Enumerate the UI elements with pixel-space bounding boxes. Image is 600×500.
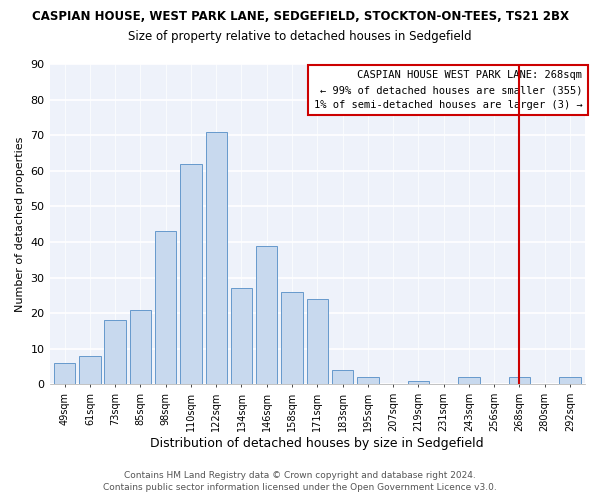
Bar xyxy=(407,381,429,384)
Text: CASPIAN HOUSE WEST PARK LANE: 268sqm
← 99% of detached houses are smaller (355)
: CASPIAN HOUSE WEST PARK LANE: 268sqm ← 9… xyxy=(314,70,583,110)
Bar xyxy=(509,378,530,384)
Bar xyxy=(281,292,303,384)
Bar xyxy=(231,288,252,384)
Bar xyxy=(180,164,202,384)
Bar xyxy=(155,232,176,384)
Bar xyxy=(79,356,101,384)
Bar xyxy=(458,378,479,384)
Bar xyxy=(307,299,328,384)
Text: Contains HM Land Registry data © Crown copyright and database right 2024.
Contai: Contains HM Land Registry data © Crown c… xyxy=(103,471,497,492)
X-axis label: Distribution of detached houses by size in Sedgefield: Distribution of detached houses by size … xyxy=(151,437,484,450)
Bar xyxy=(104,320,126,384)
Bar xyxy=(130,310,151,384)
Bar xyxy=(559,378,581,384)
Bar xyxy=(332,370,353,384)
Text: Size of property relative to detached houses in Sedgefield: Size of property relative to detached ho… xyxy=(128,30,472,43)
Text: CASPIAN HOUSE, WEST PARK LANE, SEDGEFIELD, STOCKTON-ON-TEES, TS21 2BX: CASPIAN HOUSE, WEST PARK LANE, SEDGEFIEL… xyxy=(32,10,569,23)
Bar xyxy=(206,132,227,384)
Bar xyxy=(54,363,76,384)
Bar xyxy=(256,246,277,384)
Bar xyxy=(357,378,379,384)
Y-axis label: Number of detached properties: Number of detached properties xyxy=(15,136,25,312)
